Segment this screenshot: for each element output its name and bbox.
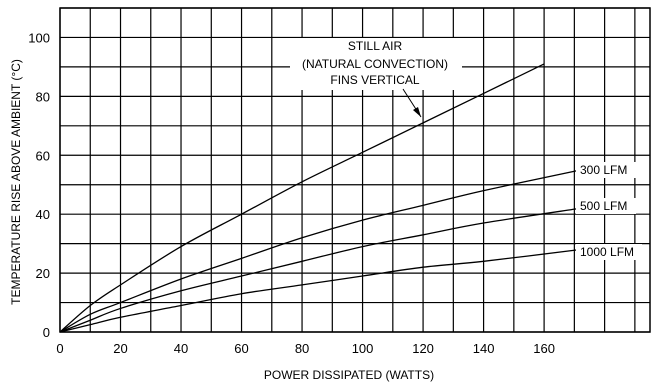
still-air-annotation: STILL AIR (NATURAL CONVECTION) FINS VERT… <box>290 38 462 118</box>
series-label-500-lfm: 500 LFM <box>580 199 627 213</box>
x-tick-label: 20 <box>113 341 127 356</box>
x-tick-label: 120 <box>412 341 434 356</box>
series-labels: 300 LFM 500 LFM 1000 LFM <box>576 162 642 260</box>
annotation-background <box>290 38 462 90</box>
series-line-0 <box>59 63 545 333</box>
y-tick-label: 0 <box>43 325 50 340</box>
y-axis-ticks: 0 20 40 60 80 100 <box>28 30 50 340</box>
x-axis-ticks: 0 20 40 60 80 100 120 140 160 <box>56 341 555 356</box>
series-label-1000-lfm: 1000 LFM <box>580 245 634 259</box>
series-line-1 <box>59 169 581 333</box>
series-line-3 <box>59 248 581 333</box>
annotation-line-3: FINS VERTICAL <box>330 73 419 87</box>
series-layer <box>59 63 581 333</box>
y-axis-title: TEMPERATURE RISE ABOVE AMBIENT (°C) <box>9 59 23 305</box>
annotation-line-1: STILL AIR <box>348 39 403 53</box>
y-tick-label: 80 <box>36 89 50 104</box>
x-tick-label: 160 <box>533 341 555 356</box>
x-tick-label: 60 <box>234 341 248 356</box>
annotation-arrowhead <box>413 107 421 117</box>
y-tick-label: 20 <box>36 266 50 281</box>
x-tick-label: 0 <box>56 341 63 356</box>
series-line-2 <box>59 207 581 333</box>
annotation-line-2: (NATURAL CONVECTION) <box>302 57 448 71</box>
x-tick-label: 140 <box>473 341 495 356</box>
plot-border <box>59 7 651 333</box>
x-tick-label: 100 <box>352 341 374 356</box>
y-tick-label: 40 <box>36 207 50 222</box>
x-axis-title: POWER DISSIPATED (WATTS) <box>264 368 434 382</box>
x-tick-label: 80 <box>295 341 309 356</box>
y-tick-label: 60 <box>36 148 50 163</box>
y-tick-label: 100 <box>28 30 50 45</box>
x-tick-label: 40 <box>174 341 188 356</box>
series-label-300-lfm: 300 LFM <box>580 163 627 177</box>
